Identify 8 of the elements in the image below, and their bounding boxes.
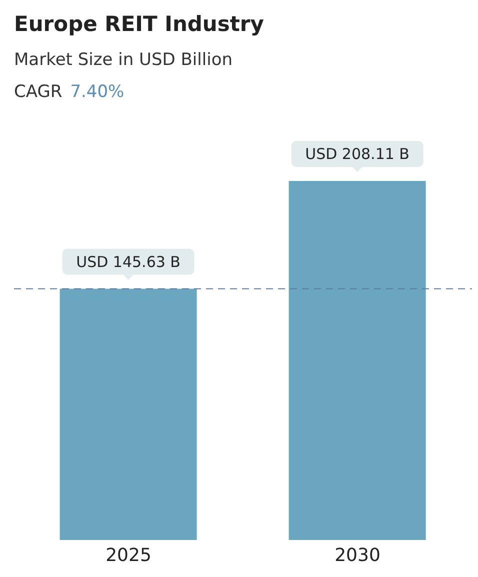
x-tick-label: 2030 xyxy=(334,544,380,566)
x-tick-label: 2025 xyxy=(106,544,152,566)
chart-subtitle: Market Size in USD Billion xyxy=(14,50,233,70)
data-label: USD 208.11 B xyxy=(305,145,410,163)
data-label: USD 145.63 B xyxy=(76,252,180,271)
chart-title: Europe REIT Industry xyxy=(14,12,264,36)
text: CAGR xyxy=(14,82,62,102)
text: 7.40% xyxy=(70,82,124,102)
